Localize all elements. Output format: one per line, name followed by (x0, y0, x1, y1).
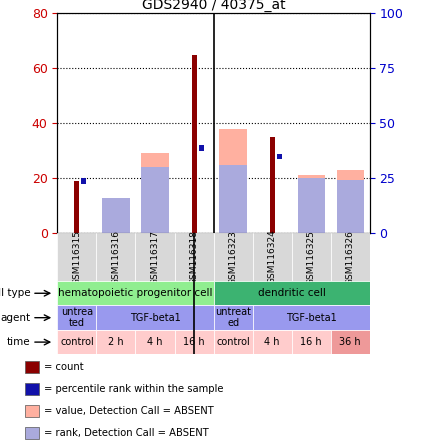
Text: control: control (60, 337, 94, 347)
Bar (96, 305, 213, 330)
Bar (102, 214, 130, 233)
Text: GSM116324: GSM116324 (268, 230, 277, 285)
Bar (252, 305, 370, 330)
Bar (269, 137, 275, 233)
Bar (213, 330, 252, 354)
Bar (331, 233, 370, 281)
Text: GSM116317: GSM116317 (150, 230, 159, 285)
Text: 4 h: 4 h (264, 337, 280, 347)
Text: = count: = count (43, 362, 83, 373)
Text: GSM116318: GSM116318 (190, 230, 198, 285)
Text: 36 h: 36 h (340, 337, 361, 347)
Bar (219, 165, 247, 233)
Text: GSM116326: GSM116326 (346, 230, 355, 285)
Bar (57, 305, 96, 330)
Text: dendritic cell: dendritic cell (258, 288, 326, 298)
Text: GSM116315: GSM116315 (72, 230, 82, 285)
Bar (25, 427, 40, 439)
Bar (292, 233, 331, 281)
Bar (252, 233, 292, 281)
Bar (96, 233, 136, 281)
Text: GSM116316: GSM116316 (111, 230, 120, 285)
Bar (57, 233, 96, 281)
Text: GSM116325: GSM116325 (307, 230, 316, 285)
Bar (298, 175, 325, 233)
Bar (175, 233, 213, 281)
Text: untreat
ed: untreat ed (215, 307, 251, 329)
Bar (252, 330, 292, 354)
Bar (213, 233, 252, 281)
Text: TGF-beta1: TGF-beta1 (130, 313, 180, 323)
Text: = value, Detection Call = ABSENT: = value, Detection Call = ABSENT (43, 406, 213, 416)
Bar (25, 383, 40, 395)
Text: cell type: cell type (0, 288, 31, 298)
Bar (102, 198, 130, 233)
Title: GDS2940 / 40375_at: GDS2940 / 40375_at (142, 0, 285, 12)
Bar (198, 145, 204, 151)
Text: hematopoietic progenitor cell: hematopoietic progenitor cell (58, 288, 213, 298)
Bar (25, 405, 40, 417)
Bar (136, 330, 175, 354)
Text: 16 h: 16 h (183, 337, 205, 347)
Bar (57, 330, 96, 354)
Bar (337, 170, 364, 233)
Bar (192, 55, 197, 233)
Bar (136, 233, 175, 281)
Text: 16 h: 16 h (300, 337, 322, 347)
Text: GSM116323: GSM116323 (229, 230, 238, 285)
Bar (219, 129, 247, 233)
Text: 4 h: 4 h (147, 337, 163, 347)
Text: = rank, Detection Call = ABSENT: = rank, Detection Call = ABSENT (43, 428, 208, 438)
Bar (74, 181, 79, 233)
Bar (57, 281, 213, 305)
Text: control: control (216, 337, 250, 347)
Text: untrea
ted: untrea ted (61, 307, 93, 329)
Bar (213, 305, 252, 330)
Bar (96, 330, 136, 354)
Text: agent: agent (0, 313, 31, 323)
Bar (213, 281, 370, 305)
Bar (82, 178, 86, 184)
Text: 2 h: 2 h (108, 337, 124, 347)
Text: = percentile rank within the sample: = percentile rank within the sample (43, 385, 223, 394)
Bar (142, 167, 169, 233)
Text: time: time (7, 337, 31, 347)
Bar (292, 330, 331, 354)
Text: TGF-beta1: TGF-beta1 (286, 313, 337, 323)
Bar (277, 154, 282, 159)
Bar (142, 154, 169, 233)
Bar (175, 330, 213, 354)
Bar (298, 178, 325, 233)
Bar (331, 330, 370, 354)
Bar (25, 361, 40, 373)
Bar (337, 180, 364, 233)
